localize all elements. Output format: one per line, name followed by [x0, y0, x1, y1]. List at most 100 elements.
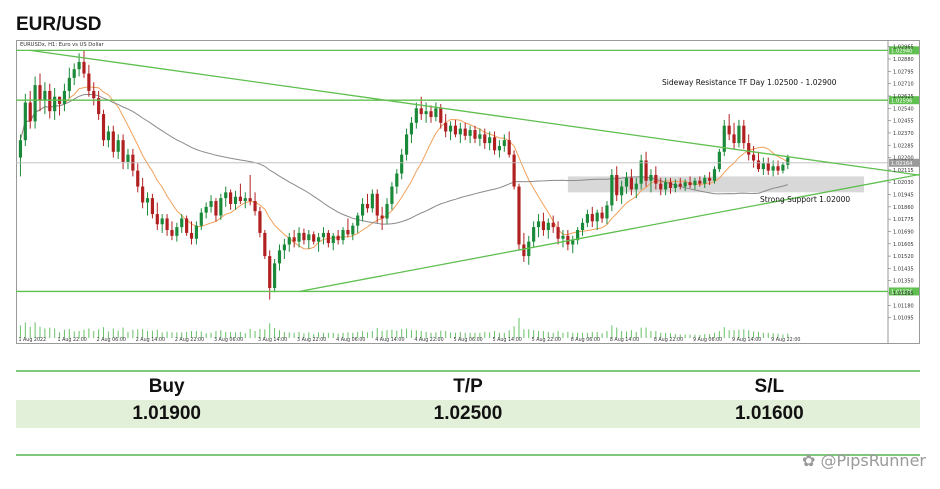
- candle-body: [77, 61, 81, 70]
- candle-body: [610, 174, 614, 206]
- sl-value: 1.01600: [734, 403, 804, 424]
- candle-body: [580, 222, 585, 231]
- candle-body: [136, 170, 140, 187]
- candle-body: [375, 193, 379, 216]
- candle-body: [536, 221, 541, 228]
- candle-body: [229, 192, 233, 204]
- candle-body: [43, 90, 47, 100]
- moving-average-layer: [19, 86, 789, 250]
- x-tick-label: 8 Aug 14:00: [610, 337, 639, 343]
- candle-body: [507, 140, 511, 155]
- candle-body: [473, 130, 477, 139]
- candle-body: [253, 201, 257, 212]
- candle-body: [541, 221, 546, 231]
- candle-body: [624, 177, 629, 187]
- buy-header: Buy: [148, 376, 185, 397]
- candle-body: [390, 186, 394, 204]
- level-price-label: 1.01276: [891, 290, 912, 296]
- candle-body: [287, 237, 291, 245]
- candle-body: [356, 215, 360, 226]
- candle-body: [395, 173, 399, 187]
- candle-body: [414, 108, 418, 123]
- candle-body: [585, 214, 589, 223]
- y-tick-label: 1.02200: [893, 156, 914, 162]
- table-bottom-rule: [16, 454, 920, 456]
- y-tick-label: 1.01095: [893, 316, 914, 322]
- trendline-layer: [30, 49, 940, 293]
- y-tick-label: 1.02115: [893, 168, 914, 174]
- candle-body: [644, 160, 648, 181]
- candle-body: [576, 230, 580, 241]
- x-tick-label: 9 Aug 06:00: [693, 337, 722, 343]
- trade-table: Buy T/P S/L 1.01900 1.02500 1.01600: [16, 374, 920, 428]
- table-top-rule: [16, 370, 920, 372]
- y-tick-label: 1.02540: [893, 106, 914, 112]
- candle-body: [219, 198, 223, 216]
- sl-header: S/L: [754, 376, 785, 397]
- volume-layer: [19, 318, 789, 338]
- price-axis: 1.029651.028801.027951.027101.026251.025…: [888, 45, 914, 322]
- candle-body: [209, 201, 213, 207]
- candle-body: [351, 225, 355, 235]
- x-tick-label: 9 Aug 22:00: [771, 337, 800, 343]
- candle-body: [615, 174, 619, 196]
- level-price-label: 1.02940: [891, 49, 912, 55]
- y-tick-label: 1.02030: [893, 180, 914, 186]
- candle-body: [101, 114, 106, 141]
- candle-body: [141, 186, 145, 203]
- y-tick-label: 1.01265: [893, 291, 914, 297]
- fast-moving-average-line: [19, 86, 789, 250]
- candle-body: [312, 234, 316, 242]
- current-price-label: 1.02164: [891, 161, 913, 167]
- candle-body: [727, 125, 731, 135]
- candle-body: [199, 212, 203, 226]
- candle-body: [683, 182, 687, 187]
- candle-body: [463, 128, 467, 136]
- price-chart: 1.02940 1.02596 1.01276 1.02164 1.02965 1.02…: [16, 40, 940, 344]
- candle-body: [62, 90, 67, 104]
- candle-body: [385, 203, 389, 219]
- candle-body: [282, 244, 286, 251]
- y-tick-label: 1.01945: [893, 193, 914, 199]
- candle-body: [444, 122, 448, 132]
- candle-body: [429, 111, 433, 117]
- x-tick-label: 2 Aug 14:00: [136, 337, 165, 343]
- y-tick-label: 1.02795: [893, 69, 914, 75]
- level-layer: 1.02940 1.02596 1.01276 1.02164: [16, 46, 919, 296]
- x-tick-label: 2 Aug 22:00: [175, 337, 204, 343]
- candle-body: [224, 192, 228, 199]
- x-tick-label: 5 Aug 06:00: [453, 337, 482, 343]
- x-tick-label: 3 Aug 22:00: [297, 337, 326, 343]
- chart-header: EURUSDx, H1: Euro vs US Dollar: [20, 42, 105, 48]
- candle-body: [698, 180, 702, 184]
- candle-body: [742, 125, 746, 144]
- candle-body: [478, 134, 482, 139]
- x-tick-label: 2 Aug 06:00: [97, 337, 126, 343]
- logo-icon: ✿: [802, 451, 816, 470]
- candle-body: [458, 128, 462, 135]
- level-price-tag: [889, 46, 919, 55]
- y-tick-label: 1.01605: [893, 242, 914, 248]
- candle-body: [409, 122, 414, 135]
- y-tick-label: 1.01435: [893, 266, 914, 272]
- x-tick-label: 1 Aug 2022: [18, 337, 46, 343]
- candle-body: [404, 134, 409, 155]
- candle-body: [365, 203, 370, 209]
- candle-body: [18, 140, 23, 158]
- candle-body: [67, 77, 71, 91]
- candle-body: [556, 227, 560, 239]
- candle-body: [341, 230, 345, 241]
- candle-body: [752, 154, 756, 161]
- candle-body: [87, 73, 91, 91]
- time-axis: 1 Aug 2022 1 Aug 22:00 2 Aug 06:00 2 Aug 14…: [18, 337, 800, 343]
- candle-body: [766, 163, 770, 171]
- candle-body: [453, 125, 458, 135]
- candle-body: [111, 131, 115, 152]
- candle-body: [502, 140, 506, 146]
- current-price-tag: [889, 158, 919, 167]
- candle-body: [512, 154, 516, 187]
- candle-body: [776, 166, 780, 171]
- candle-body: [326, 232, 330, 244]
- candle-body: [400, 154, 404, 174]
- candle-body: [595, 212, 599, 222]
